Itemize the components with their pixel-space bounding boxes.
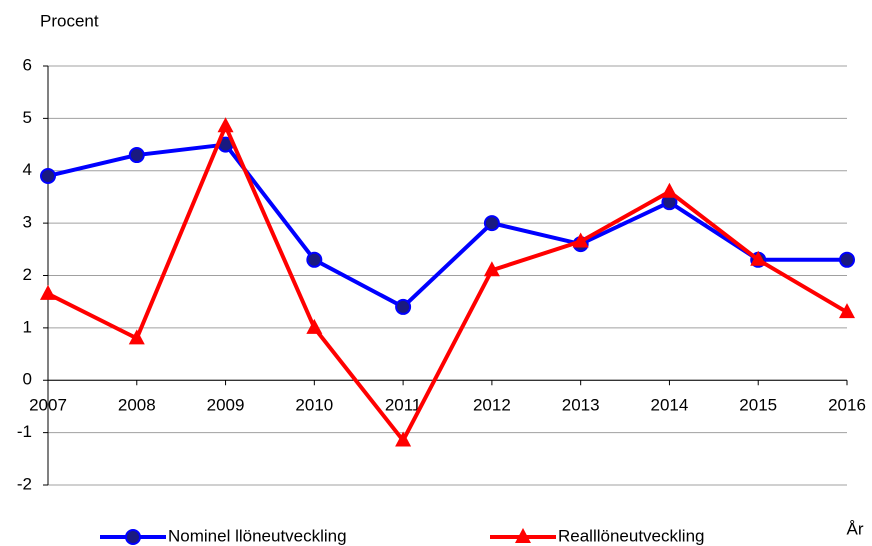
y-tick-label: 0 xyxy=(23,370,32,389)
point xyxy=(483,261,500,277)
x-tick-label: 2012 xyxy=(473,396,511,415)
point xyxy=(395,431,412,447)
point xyxy=(40,284,56,300)
y-tick-label: 3 xyxy=(23,213,32,232)
legend-marker xyxy=(125,529,141,545)
x-tick-label: 2010 xyxy=(295,396,333,415)
point xyxy=(839,303,855,319)
y-tick-label: 5 xyxy=(23,108,32,127)
point xyxy=(306,318,323,334)
point xyxy=(306,251,323,268)
x-tick-label: 2008 xyxy=(118,396,156,415)
y-tick-label: -1 xyxy=(17,422,32,441)
y-axis-label: Procent xyxy=(40,11,99,30)
y-tick-label: 4 xyxy=(23,160,32,179)
x-tick-label: 2007 xyxy=(29,396,67,415)
y-tick-label: 2 xyxy=(23,265,32,284)
y-tick-label: -2 xyxy=(17,474,32,493)
series-line xyxy=(47,121,849,445)
point xyxy=(395,298,412,315)
point xyxy=(40,167,56,184)
x-tick-label: 2013 xyxy=(562,396,600,415)
y-tick-label: 1 xyxy=(23,317,32,336)
x-tick-label: 2011 xyxy=(385,396,422,415)
point xyxy=(217,117,234,133)
point xyxy=(572,232,589,248)
point xyxy=(483,215,500,232)
point xyxy=(661,182,678,198)
x-axis-label: År xyxy=(847,519,864,538)
legend-marker xyxy=(515,528,531,543)
point xyxy=(128,329,145,345)
legend-label: Nominel llöneutveckling xyxy=(168,526,347,545)
y-tick-label: 6 xyxy=(23,55,32,74)
x-tick-label: 2015 xyxy=(739,396,777,415)
x-tick-label: 2016 xyxy=(828,396,866,415)
x-tick-label: 2014 xyxy=(651,396,689,415)
series-line xyxy=(47,142,847,310)
point xyxy=(750,250,767,266)
point xyxy=(839,251,855,268)
point xyxy=(128,147,145,164)
legend-label: Realllöneutveckling xyxy=(558,526,704,545)
x-tick-label: 2009 xyxy=(207,396,245,415)
